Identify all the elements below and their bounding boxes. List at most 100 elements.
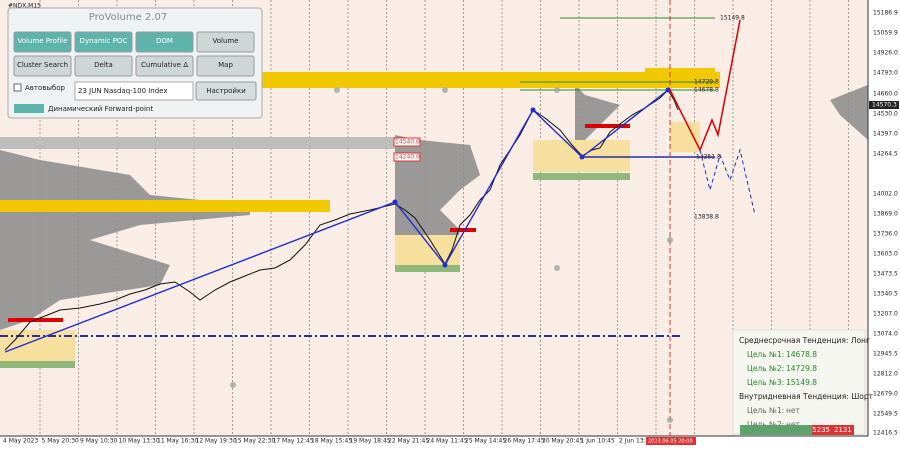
price-label: 14793.0 xyxy=(873,70,898,77)
sell-bar xyxy=(812,425,854,435)
price-label: 13074.0 xyxy=(873,331,898,338)
price-label: 13473.5 xyxy=(873,271,898,278)
button-label[interactable]: Volume Profile xyxy=(17,37,67,45)
zone xyxy=(0,137,395,149)
price-label: 14530.0 xyxy=(873,111,898,118)
trend-line xyxy=(4,89,669,353)
level xyxy=(585,124,630,128)
zone xyxy=(0,361,75,368)
zone xyxy=(533,173,630,180)
time-label: 24 May 11:45 xyxy=(427,438,468,445)
button-label[interactable]: Volume xyxy=(212,37,238,45)
label-box xyxy=(393,152,421,162)
time-label: 25 May 14:45 xyxy=(465,438,506,445)
volume-profile xyxy=(0,85,868,330)
time-label: 9 May 10:30 xyxy=(80,438,118,445)
button[interactable] xyxy=(74,55,133,77)
chart-label: 14240.0 xyxy=(395,154,420,161)
price-label: 14926.0 xyxy=(873,50,898,57)
forecast xyxy=(669,19,741,152)
time-label: 4 May 2023 xyxy=(3,438,38,445)
target-label: Цель №2: xyxy=(747,364,784,373)
chart-label: 14540.0 xyxy=(395,139,420,146)
time-label: 2 Jun 13: xyxy=(619,438,646,445)
chart-label: 14729.8 xyxy=(694,79,719,86)
buy: 5235 xyxy=(812,426,830,434)
price-label: 13207.0 xyxy=(873,311,898,318)
time-label: 19 May 18:45 xyxy=(350,438,391,445)
button[interactable] xyxy=(74,31,133,53)
time-label: 15 May 22:30 xyxy=(234,438,275,445)
button[interactable] xyxy=(196,31,255,53)
price-label: 15059.9 xyxy=(873,30,898,37)
checkbox[interactable] xyxy=(13,83,22,92)
trend: Среднесрочная Тенденция: Лонг xyxy=(739,336,870,345)
current-price-box xyxy=(869,101,899,109)
button-label[interactable]: Cumulative Δ xyxy=(141,61,188,69)
zone xyxy=(395,265,460,272)
button[interactable] xyxy=(135,31,194,53)
level xyxy=(450,228,476,232)
buy-bar xyxy=(740,425,812,435)
instrument-select[interactable] xyxy=(74,81,194,101)
price-label: 14397.0 xyxy=(873,131,898,138)
price-label: 12812.0 xyxy=(873,371,898,378)
time-label: 17 May 12:45 xyxy=(273,438,314,445)
zone xyxy=(0,330,75,362)
target-label: Цель №2: xyxy=(747,420,784,429)
panel-title: ProVolume 2.07 xyxy=(89,12,168,23)
target-value: 14678.8 xyxy=(786,350,817,359)
price-label: 14264.5 xyxy=(873,151,898,158)
time-label: 1 Jun 10:45 xyxy=(581,438,615,445)
button-label[interactable]: Map xyxy=(218,61,233,69)
zone xyxy=(670,122,700,152)
target-value: 14729.8 xyxy=(786,364,817,373)
button[interactable] xyxy=(196,55,255,77)
price-label: 13340.5 xyxy=(873,291,898,298)
checkbox-label[interactable]: Автовыбор xyxy=(25,84,66,92)
target-value: нет xyxy=(786,420,801,429)
button-label[interactable]: DOM xyxy=(156,37,173,45)
chart-label: 14678.8 xyxy=(694,87,719,94)
forward-point[interactable]: Динамический Forward-point xyxy=(48,105,153,113)
price-label: 12549.5 xyxy=(873,411,898,418)
price-label: 12679.0 xyxy=(873,391,898,398)
zone xyxy=(260,72,720,88)
current-price: 14570.3 xyxy=(872,102,897,109)
time-label: 5 May 20:30 xyxy=(42,438,80,445)
zone xyxy=(395,235,460,270)
price-line xyxy=(4,89,679,351)
button-label[interactable]: Dynamic POC xyxy=(80,37,128,45)
instrument[interactable]: 23 JUN Nasdaq-100 Index xyxy=(78,87,168,95)
current-time: 2023.06.05 20:00 xyxy=(648,439,693,445)
time-label: 30 May 20:45 xyxy=(542,438,583,445)
info-box xyxy=(732,329,866,435)
toggle[interactable] xyxy=(14,104,44,113)
time-label: 22 May 21:45 xyxy=(388,438,429,445)
button[interactable] xyxy=(13,31,72,53)
target-label: Цель №1: xyxy=(747,406,784,415)
button-label[interactable]: Delta xyxy=(94,61,113,69)
zone xyxy=(645,68,715,82)
chart-label: 14251.8 xyxy=(696,154,721,161)
button-label[interactable]: Cluster Search xyxy=(17,61,68,69)
button[interactable] xyxy=(135,55,194,77)
price-label: 14660.0 xyxy=(873,91,898,98)
chart-label: 13838.8 xyxy=(694,214,719,221)
price-label: 15186.9 xyxy=(873,10,898,17)
forecast xyxy=(699,148,756,216)
time-label: 12 May 19:30 xyxy=(196,438,237,445)
price-label: 14002.0 xyxy=(873,191,898,198)
trend-points xyxy=(392,87,671,268)
markers xyxy=(230,87,673,423)
price-label: 13603.0 xyxy=(873,251,898,258)
settings[interactable]: Настройки xyxy=(206,87,246,95)
zone xyxy=(0,200,330,212)
target-value: 15149.8 xyxy=(786,378,817,387)
time-label: 26 May 17:45 xyxy=(504,438,545,445)
time-label: 11 May 16:30 xyxy=(157,438,198,445)
settings-button[interactable] xyxy=(195,81,257,101)
button[interactable] xyxy=(13,55,72,77)
price-label: 13736.0 xyxy=(873,231,898,238)
chart-label: 15149.8 xyxy=(720,15,745,22)
